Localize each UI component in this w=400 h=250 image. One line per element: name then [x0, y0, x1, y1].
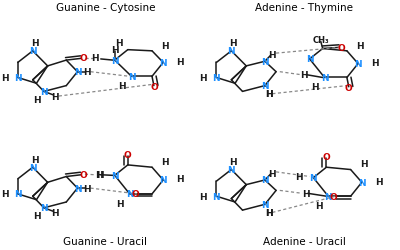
- Text: H: H: [312, 83, 319, 92]
- Text: H: H: [200, 74, 207, 83]
- Text: N: N: [354, 60, 362, 69]
- Text: O: O: [330, 192, 338, 201]
- Text: N: N: [159, 176, 167, 185]
- Text: N: N: [228, 47, 235, 56]
- Text: O: O: [322, 153, 330, 162]
- Text: H: H: [96, 170, 104, 179]
- Text: H: H: [268, 169, 276, 178]
- Text: O: O: [79, 54, 87, 63]
- Title: Guanine - Uracil: Guanine - Uracil: [64, 236, 148, 246]
- Text: H: H: [295, 172, 302, 181]
- Text: H: H: [356, 41, 364, 50]
- Text: H: H: [302, 189, 310, 198]
- Text: H: H: [176, 58, 184, 66]
- Text: N: N: [324, 192, 332, 201]
- Text: N: N: [14, 190, 22, 198]
- Text: H: H: [360, 160, 368, 168]
- Text: H: H: [118, 82, 126, 91]
- Text: N: N: [29, 163, 36, 172]
- Text: N: N: [261, 82, 269, 91]
- Text: H: H: [83, 68, 90, 77]
- Text: H: H: [315, 201, 323, 210]
- Text: H: H: [1, 74, 8, 83]
- Text: H: H: [176, 174, 184, 184]
- Text: H: H: [95, 170, 103, 179]
- Text: H: H: [371, 59, 379, 68]
- Text: H: H: [31, 155, 38, 164]
- Text: N: N: [306, 55, 314, 64]
- Title: Adenine - Uracil: Adenine - Uracil: [262, 236, 346, 246]
- Text: N: N: [111, 171, 118, 180]
- Text: N: N: [111, 56, 118, 65]
- Text: N: N: [14, 74, 22, 83]
- Text: H: H: [265, 90, 272, 99]
- Title: Guanine - Cytosine: Guanine - Cytosine: [56, 3, 155, 13]
- Text: N: N: [261, 58, 269, 66]
- Text: N: N: [213, 74, 220, 83]
- Text: H: H: [31, 39, 38, 48]
- Text: H: H: [229, 39, 237, 48]
- Text: N: N: [321, 74, 328, 83]
- Text: O: O: [124, 150, 132, 159]
- Text: N: N: [126, 190, 134, 198]
- Text: H: H: [51, 92, 59, 101]
- Text: O: O: [345, 84, 353, 93]
- Text: H: H: [268, 50, 276, 59]
- Text: H: H: [265, 208, 272, 217]
- Text: H: H: [91, 54, 99, 62]
- Text: O: O: [150, 83, 158, 92]
- Text: N: N: [159, 59, 167, 68]
- Text: N: N: [358, 178, 366, 187]
- Text: H: H: [200, 192, 207, 201]
- Text: H: H: [116, 199, 124, 208]
- Text: O: O: [79, 170, 87, 179]
- Text: O: O: [131, 190, 139, 198]
- Text: N: N: [213, 192, 220, 201]
- Text: N: N: [310, 174, 317, 182]
- Text: N: N: [261, 176, 269, 185]
- Text: H: H: [300, 71, 308, 80]
- Text: N: N: [261, 200, 269, 209]
- Text: N: N: [228, 166, 235, 174]
- Text: H: H: [375, 177, 382, 186]
- Text: N: N: [74, 184, 81, 193]
- Text: H: H: [33, 96, 40, 104]
- Text: H: H: [161, 41, 169, 50]
- Text: CH₃: CH₃: [312, 36, 329, 44]
- Text: N: N: [128, 72, 135, 82]
- Text: H: H: [115, 39, 122, 48]
- Title: Adenine - Thymine: Adenine - Thymine: [255, 3, 353, 13]
- Text: H: H: [265, 208, 272, 217]
- Text: N: N: [29, 47, 36, 56]
- Text: H: H: [161, 157, 169, 166]
- Text: H: H: [33, 212, 40, 220]
- Text: N: N: [74, 68, 81, 77]
- Text: H: H: [265, 90, 272, 99]
- Text: H: H: [111, 46, 118, 55]
- Text: H: H: [83, 184, 90, 193]
- Text: H: H: [51, 208, 59, 217]
- Text: H: H: [1, 190, 8, 198]
- Text: O: O: [338, 44, 345, 53]
- Text: N: N: [40, 88, 48, 96]
- Text: N: N: [40, 204, 48, 212]
- Text: H: H: [229, 157, 237, 166]
